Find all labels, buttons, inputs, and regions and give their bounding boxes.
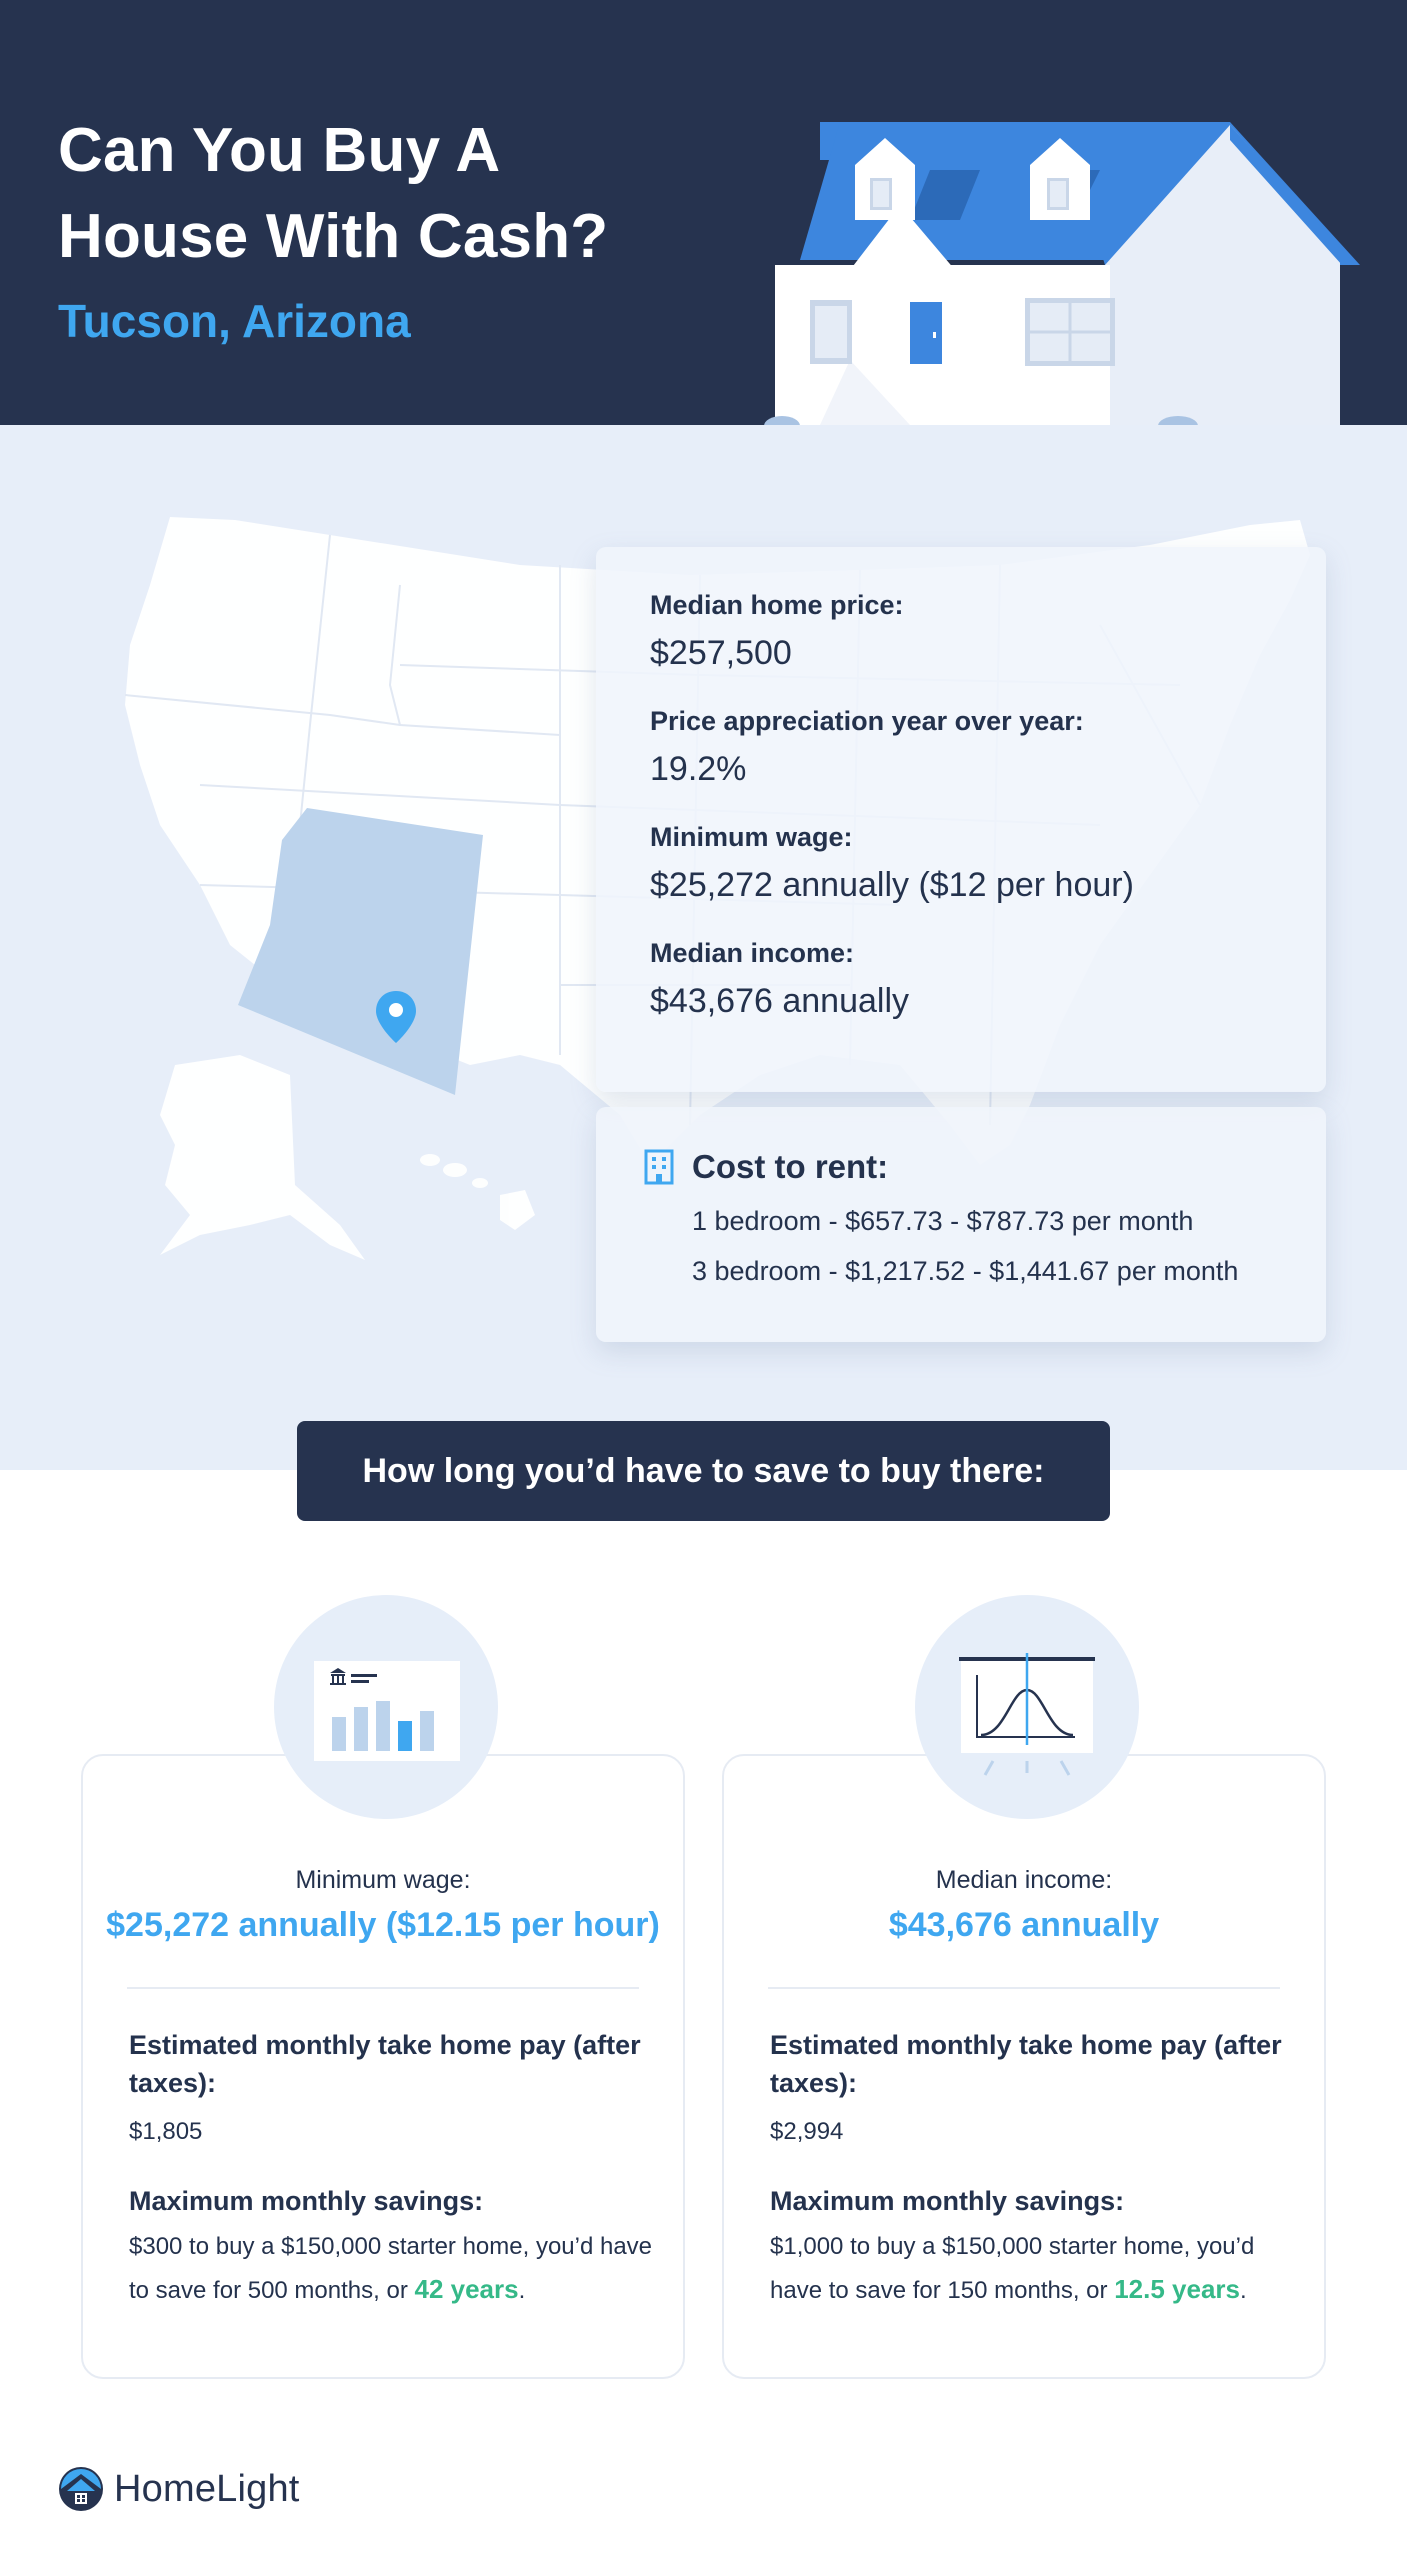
card-body: Estimated monthly take home pay (after t…: [770, 2026, 1294, 2312]
takehome-value: $1,805: [129, 2118, 203, 2145]
stat-label: Price appreciation year over year:: [650, 706, 1084, 736]
house-illustration-icon: [764, 122, 1360, 425]
map-pin-icon: [376, 991, 416, 1043]
presentation-board-icon: [959, 1653, 1095, 1776]
stats-card: Median home price: $257,500 Price apprec…: [596, 547, 1326, 1092]
savings-banner: How long you’d have to save to buy there…: [297, 1421, 1110, 1521]
stat-label: Median home price:: [650, 590, 904, 620]
rent-line-1-bedroom: 1 bedroom - $657.73 - $787.73 per month: [692, 1206, 1194, 1236]
stat-value: $43,676 annually: [650, 982, 910, 1020]
header: Can You Buy A House With Cash? Tucson, A…: [0, 0, 1407, 425]
savings-years-highlight: 12.5 years: [1114, 2274, 1240, 2304]
presentation-board-circle: [915, 1595, 1139, 1819]
stat-median-income: Median income: $43,676 annually: [650, 935, 1272, 1025]
building-icon: [644, 1149, 674, 1185]
arizona-state: [238, 808, 483, 1095]
savings-label: Maximum monthly savings:: [129, 2186, 484, 2216]
stat-price-appreciation: Price appreciation year over year: 19.2%: [650, 703, 1272, 793]
stat-value: 19.2%: [650, 750, 747, 788]
card-body: Estimated monthly take home pay (after t…: [129, 2026, 653, 2312]
stat-median-home-price: Median home price: $257,500: [650, 587, 1272, 677]
median-income-card: Median income: $43,676 annually Estimate…: [722, 1754, 1326, 2379]
stat-value: $257,500: [650, 634, 792, 672]
savings-sentence: $1,000 to buy a $150,000 starter home, y…: [770, 2233, 1255, 2304]
savings-years-highlight: 42 years: [414, 2274, 519, 2304]
savings-label: Maximum monthly savings:: [770, 2186, 1125, 2216]
alaska-shape: [160, 1055, 365, 1260]
title-line-2: House With Cash?: [58, 202, 609, 271]
hawaii-shape: [420, 1154, 535, 1230]
card-head-label: Median income:: [935, 1866, 1113, 1894]
card-head-value: $43,676 annually: [888, 1906, 1160, 1944]
savings-text: $300 to buy a $150,000 starter home, you…: [129, 2226, 653, 2312]
takehome-value: $2,994: [770, 2118, 844, 2145]
homelight-logo-icon: [59, 2467, 103, 2511]
stat-minimum-wage: Minimum wage: $25,272 annually ($12 per …: [650, 819, 1272, 909]
homelight-logo: HomeLight: [58, 2466, 300, 2512]
card-head-label: Minimum wage:: [295, 1866, 471, 1894]
bank-chart-icon: [314, 1661, 460, 1761]
rent-title: Cost to rent:: [692, 1148, 889, 1185]
location-subtitle: Tucson, Arizona: [58, 295, 411, 347]
rent-line-3-bedroom: 3 bedroom - $1,217.52 - $1,441.67 per mo…: [692, 1256, 1239, 1286]
stat-value: $25,272 annually ($12 per hour): [650, 866, 1134, 904]
stat-label: Median income:: [650, 938, 855, 968]
card-divider: [768, 1987, 1280, 1989]
savings-text: $1,000 to buy a $150,000 starter home, y…: [770, 2226, 1294, 2312]
savings-period: .: [518, 2277, 526, 2304]
takehome-label: Estimated monthly take home pay (after t…: [129, 2030, 641, 2098]
minimum-wage-card: Minimum wage: $25,272 annually ($12.15 p…: [81, 1754, 685, 2379]
savings-sentence: $300 to buy a $150,000 starter home, you…: [129, 2233, 653, 2304]
brand-name: HomeLight: [114, 2467, 300, 2510]
stat-label: Minimum wage:: [650, 822, 853, 852]
title-line-1: Can You Buy A: [58, 116, 501, 185]
page-title: Can You Buy A House With Cash?: [58, 108, 678, 280]
rent-header: Cost to rent:: [644, 1145, 1272, 1189]
rent-card: Cost to rent: 1 bedroom - $657.73 - $787…: [596, 1107, 1326, 1342]
savings-period: .: [1240, 2277, 1247, 2304]
card-head-value: $25,272 annually ($12.15 per hour): [106, 1906, 660, 1944]
map-section: Median home price: $257,500 Price apprec…: [0, 425, 1407, 1470]
takehome-label: Estimated monthly take home pay (after t…: [770, 2030, 1282, 2098]
bank-chart-circle: [274, 1595, 498, 1819]
card-divider: [127, 1987, 639, 1989]
